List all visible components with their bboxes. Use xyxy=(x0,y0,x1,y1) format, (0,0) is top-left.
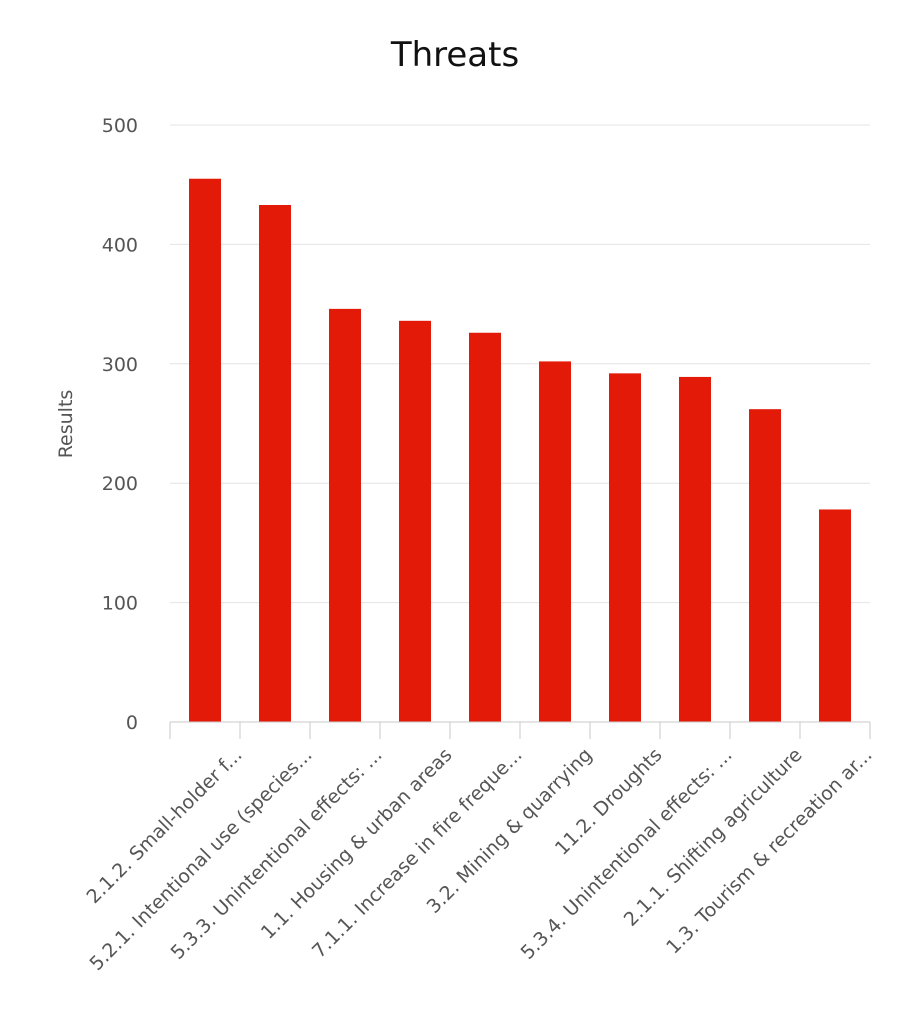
bar[interactable] xyxy=(609,373,641,722)
bar[interactable] xyxy=(469,332,501,722)
x-axis-ticks: 2.1.2. Small-holder f...5.2.1. Intention… xyxy=(82,744,876,975)
bar[interactable] xyxy=(749,409,781,722)
bar[interactable] xyxy=(819,509,851,722)
y-axis-ticks: 0 100 200 300 400 500 xyxy=(102,115,138,734)
y-tick-label: 0 xyxy=(126,712,138,734)
bar[interactable] xyxy=(259,204,291,723)
bar[interactable] xyxy=(679,376,711,722)
x-axis xyxy=(169,721,871,739)
y-tick-label: 400 xyxy=(102,234,138,256)
bar[interactable] xyxy=(539,361,571,722)
bar[interactable] xyxy=(399,320,431,722)
y-tick-label: 200 xyxy=(102,473,138,495)
y-tick-label: 500 xyxy=(102,115,138,137)
bar[interactable] xyxy=(189,178,221,723)
y-tick-label: 100 xyxy=(102,593,138,615)
chart-title: Threats xyxy=(390,35,519,75)
bar[interactable] xyxy=(329,308,361,722)
y-axis-label: Results xyxy=(55,390,77,459)
y-tick-label: 300 xyxy=(102,354,138,376)
bars xyxy=(189,178,851,723)
